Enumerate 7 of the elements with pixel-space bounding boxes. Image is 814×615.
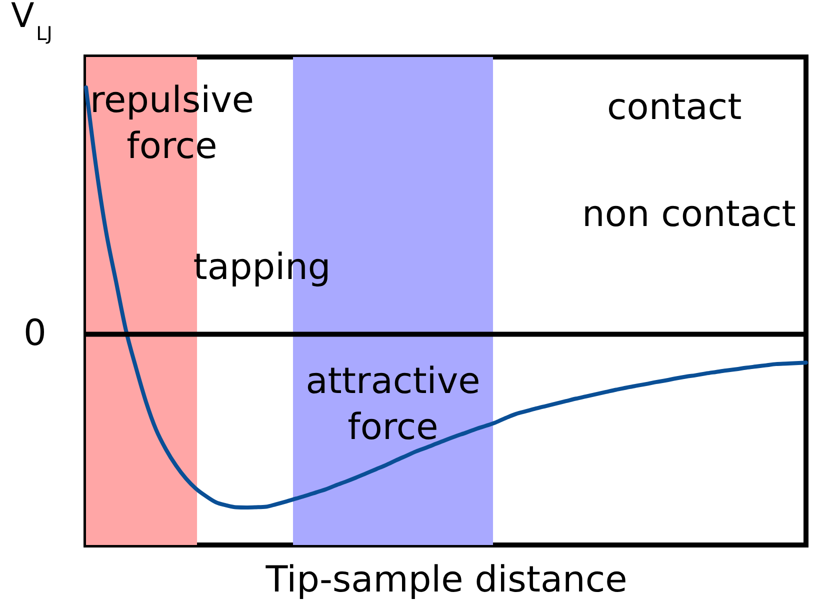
annotation: non contact: [582, 194, 796, 235]
annotation: contact: [607, 87, 742, 128]
annotation: repulsive force: [90, 80, 254, 167]
annotation: attractive force: [306, 361, 480, 448]
x-axis-title: Tip-sample distance: [264, 560, 628, 600]
annotation: tapping: [193, 247, 331, 288]
ref-line-label: 0: [24, 313, 46, 354]
